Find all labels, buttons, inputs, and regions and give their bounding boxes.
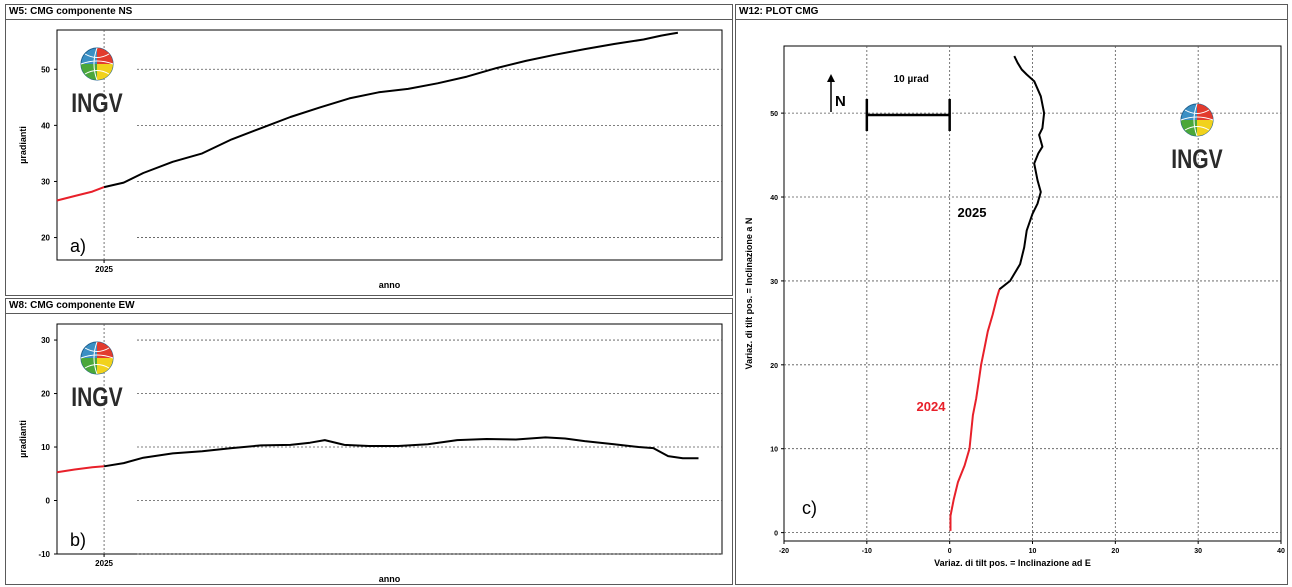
logo-text: INGV [71,89,122,119]
series-line-2024 [56,186,105,202]
label-2025: 2025 [958,205,987,220]
x-tick-label: 0 [948,548,952,555]
logo-grid-lines [80,47,114,81]
x-tick-label: 40 [1277,548,1285,555]
panel-label: c) [802,498,817,518]
ew-component-window: W8: CMG componente EW -10 0 10 20 30 2025 anno… [5,298,733,585]
tilt-series-2024 [949,289,1001,531]
ingv-logo: INGV [1171,103,1223,175]
ns-component-window: W5: CMG componente NS 20 30 40 50 2025 anno µr… [5,4,733,296]
y-tick-label: 40 [41,121,50,130]
x-tick-label: 2025 [95,265,113,274]
series-line-2025 [103,436,699,468]
tilt-series-2025 [998,55,1046,291]
y-tick-label: 50 [41,65,50,74]
logo-grid-lines [1180,103,1214,137]
plot-frame [56,323,723,555]
x-axis-label: anno [379,574,401,584]
logo-grid-lines [80,341,114,375]
tilt-plot-window: W12: PLOT CMG 0 10 20 30 40 50 -20 -10 0 10 20 30 40… [735,4,1288,585]
y-tick-label: 0 [774,531,778,538]
ns-window-title: W5: CMG componente NS [6,5,732,20]
series-line-2024 [56,465,105,474]
y-tick-label: 10 [770,447,778,454]
plot-window-title: W12: PLOT CMG [736,5,1287,20]
y-tick-label: 30 [41,336,50,345]
x-tick-label: 10 [1029,548,1037,555]
label-2024: 2024 [917,399,947,414]
north-arrow-icon [827,74,835,82]
ns-chart: 20 30 40 50 2025 anno µradianti a) INGV [18,29,723,290]
y-tick-label: -10 [38,550,50,559]
x-tick-label: 30 [1194,548,1202,555]
ew-chart: -10 0 10 20 30 2025 anno µradianti b) INGV [18,323,723,584]
x-tick-label: -20 [779,548,789,555]
series-line-2025 [103,31,679,189]
scale-bar-label: 10 µrad [894,74,929,85]
panel-label: b) [70,530,86,550]
y-tick-label: 20 [770,363,778,370]
y-axis-label: Variaz. di tilt pos. = Inclinazione a N [744,218,754,370]
x-axis-label: anno [379,280,401,290]
north-label: N [835,93,846,110]
plot-frame [56,29,723,261]
y-axis-label: µradianti [18,126,28,164]
y-tick-label: 10 [41,443,50,452]
y-tick-label: 50 [770,111,778,118]
x-axis-label: Variaz. di tilt pos. = Inclinazione ad E [934,558,1091,568]
ew-window-title: W8: CMG componente EW [6,299,732,314]
x-tick-label: 2025 [95,559,113,568]
panel-label: a) [70,236,86,256]
y-axis-label: µradianti [18,420,28,458]
ingv-logo: INGV [71,341,123,413]
y-tick-label: 0 [46,497,51,506]
y-tick-label: 20 [41,390,50,399]
y-tick-label: 30 [41,177,50,186]
logo-text: INGV [71,383,122,413]
y-tick-label: 20 [41,234,50,243]
x-tick-label: -10 [862,548,872,555]
logo-text: INGV [1171,145,1222,175]
x-tick-label: 20 [1111,548,1119,555]
y-tick-label: 40 [770,195,778,202]
y-tick-label: 30 [770,279,778,286]
tilt-plot-chart: 0 10 20 30 40 50 -20 -10 0 10 20 30 40 Variaz. di til… [744,45,1285,568]
ingv-logo: INGV [71,47,123,119]
